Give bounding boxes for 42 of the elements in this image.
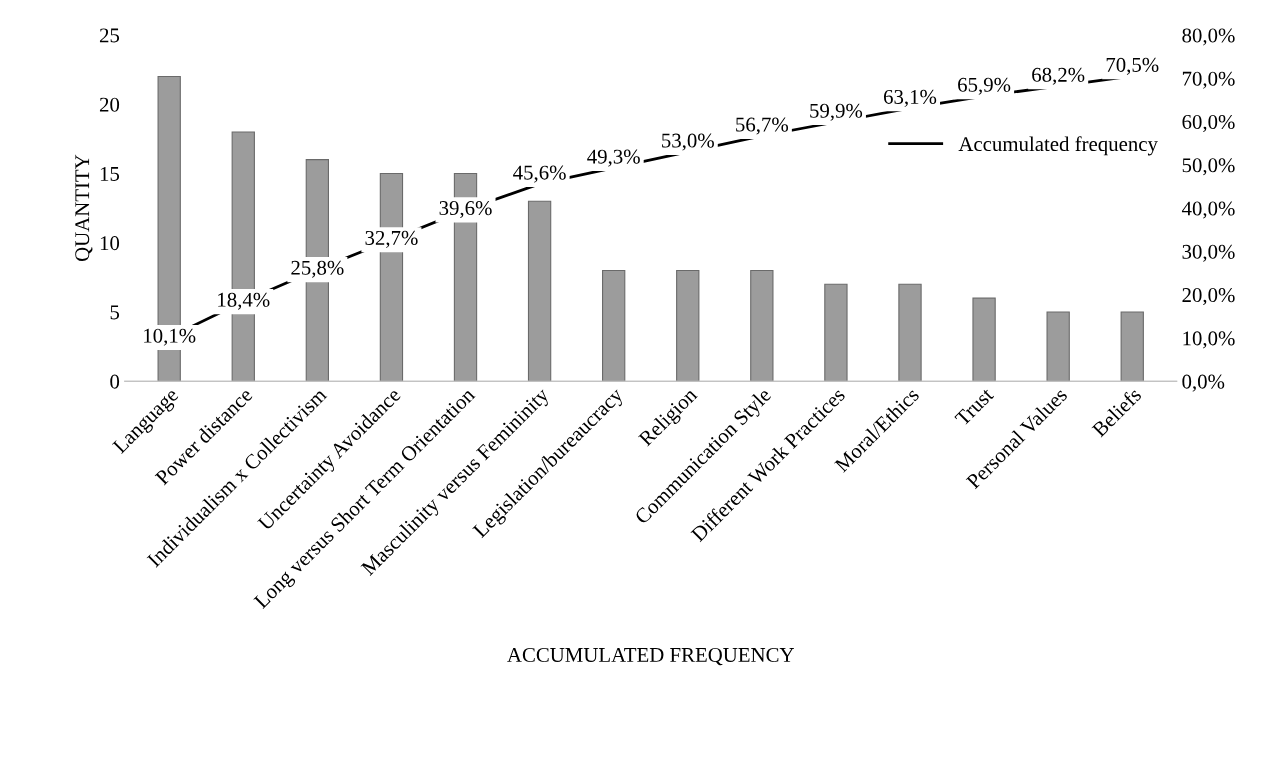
bar xyxy=(602,269,626,382)
data-label: 53,0% xyxy=(662,133,714,151)
data-label: 32,7% xyxy=(365,230,418,248)
y-tick-label: 15 xyxy=(100,166,120,181)
y2-tick-label: 30,0% xyxy=(1182,244,1235,262)
y-tick-label: 20 xyxy=(99,97,120,112)
y-tick-label: 10 xyxy=(100,236,120,251)
data-label: 68,2% xyxy=(1032,67,1085,85)
data-label: 59,9% xyxy=(810,103,863,121)
data-label: 39,6% xyxy=(439,201,492,219)
legend-label: Accumulated frequency xyxy=(958,136,1158,156)
data-label: 56,7% xyxy=(736,117,789,135)
y2-tick-label: 40,0% xyxy=(1181,201,1235,219)
bar xyxy=(527,200,552,382)
bar xyxy=(676,269,700,382)
bar xyxy=(1046,311,1070,382)
data-label: 10,1% xyxy=(144,328,196,346)
data-label: 49,3% xyxy=(587,149,640,167)
x-axis-title: ACCUMULATED FREQUENCY xyxy=(507,647,794,666)
y-axis-title: QUANTITY xyxy=(75,154,93,262)
y-tick-label: 5 xyxy=(110,305,120,320)
bar xyxy=(898,283,922,382)
x-tick-label: Trust xyxy=(954,386,995,427)
bar xyxy=(750,269,774,382)
y-tick-label: 25 xyxy=(99,28,120,43)
data-label: 18,4% xyxy=(218,292,270,310)
bar xyxy=(824,283,848,382)
y2-tick-label: 50,0% xyxy=(1182,158,1235,176)
bar xyxy=(1120,311,1144,382)
data-label: 70,5% xyxy=(1106,57,1159,75)
y2-tick-label: 20,0% xyxy=(1182,288,1235,306)
data-label: 63,1% xyxy=(883,89,937,107)
data-label: 25,8% xyxy=(291,260,344,278)
y2-tick-label: 60,0% xyxy=(1182,114,1235,132)
y2-tick-label: 10,0% xyxy=(1183,331,1235,349)
y2-tick-label: 80,0% xyxy=(1182,28,1235,46)
bar xyxy=(972,297,996,382)
data-label: 45,6% xyxy=(513,165,566,183)
y2-tick-label: 0,0% xyxy=(1182,374,1225,392)
y2-tick-label: 70,0% xyxy=(1182,71,1235,89)
data-label: 65,9% xyxy=(958,77,1011,95)
y-tick-label: 0 xyxy=(110,374,120,389)
